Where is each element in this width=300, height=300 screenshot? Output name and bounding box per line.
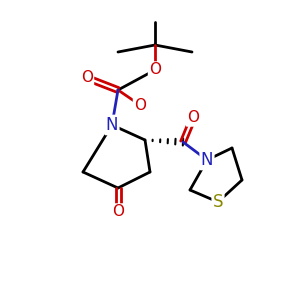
Text: N: N [201,151,213,169]
Text: S: S [213,193,223,211]
Text: O: O [187,110,199,125]
Text: O: O [149,62,161,77]
Text: N: N [106,116,118,134]
Text: O: O [81,70,93,86]
Text: O: O [112,205,124,220]
Text: O: O [134,98,146,112]
